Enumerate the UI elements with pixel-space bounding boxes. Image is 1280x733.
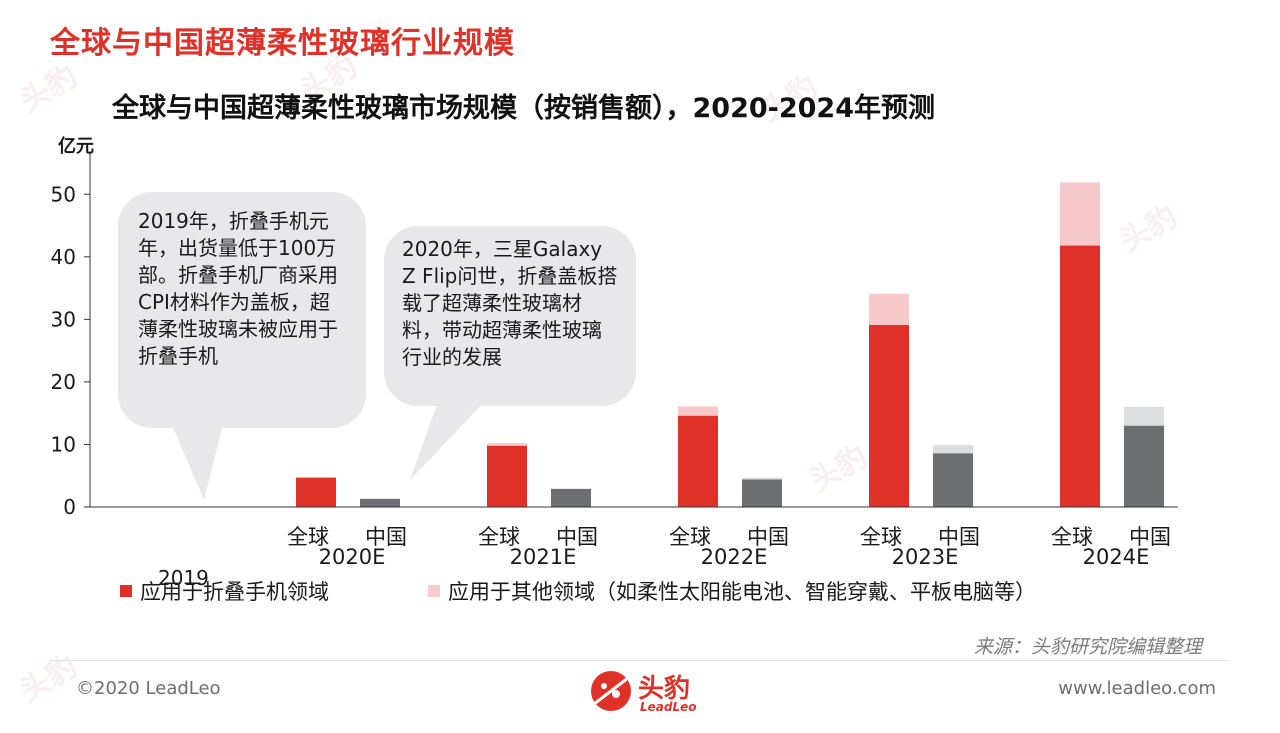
bar-china-other-2022E	[742, 477, 782, 480]
bar-global-core-2021E	[487, 445, 527, 507]
y-tick-label: 50	[51, 182, 76, 206]
legend-label-core: 应用于折叠手机领域	[140, 580, 329, 604]
x-sublabel-china: 中国	[1129, 525, 1171, 549]
annotation-bubble-2020: 2020年，三星Galaxy Z Flip问世，折叠盖板搭载了超薄柔性玻璃材料，…	[384, 226, 636, 406]
website-link[interactable]: www.leadleo.com	[1058, 678, 1216, 699]
bar-china-core-2020E	[360, 498, 400, 507]
legend-swatch-core	[120, 585, 132, 597]
page-title: 全球与中国超薄柔性玻璃行业规模	[50, 26, 515, 61]
x-group-label: 2021E	[510, 545, 577, 569]
x-group-label: 2022E	[701, 545, 768, 569]
leadleo-logo: 头豹 LeadLeo	[586, 664, 716, 718]
y-axis-unit: 亿元	[58, 136, 94, 157]
source-note: 来源：头豹研究院编辑整理	[973, 636, 1202, 658]
year-label-2019: 2019	[158, 566, 209, 590]
legend-label-other: 应用于其他领域（如柔性太阳能电池、智能穿戴、平板电脑等）	[448, 580, 1036, 604]
bar-china-other-2024E	[1124, 406, 1164, 426]
footer-divider	[50, 660, 1230, 661]
bar-global-core-2023E	[869, 324, 909, 507]
legend-item-core: 应用于折叠手机领域	[120, 576, 329, 606]
x-sublabel-china: 中国	[556, 525, 598, 549]
logo-subtitle: LeadLeo	[640, 700, 697, 714]
annotation-bubble-2019: 2019年，折叠手机元年，出货量低于100万部。折叠手机厂商采用CPI材料作为盖…	[118, 192, 366, 428]
bar-global-other-2022E	[678, 406, 718, 416]
bar-china-core-2022E	[742, 479, 782, 507]
x-sublabel-global: 全球	[860, 525, 902, 549]
y-tick-label: 40	[51, 245, 76, 269]
x-group-label: 2024E	[1083, 545, 1150, 569]
bar-global-core-2022E	[678, 415, 718, 507]
y-tick-label: 10	[51, 432, 76, 456]
bar-china-other-2023E	[933, 445, 973, 454]
bar-china-core-2024E	[1124, 425, 1164, 507]
bar-global-other-2024E	[1060, 182, 1100, 246]
x-group-label: 2020E	[319, 545, 386, 569]
legend-swatch-other	[428, 585, 440, 597]
x-sublabel-global: 全球	[287, 525, 329, 549]
leopard-icon	[591, 671, 631, 711]
bar-global-core-2020E	[296, 477, 336, 507]
bar-global-other-2023E	[869, 293, 909, 325]
y-tick-label: 20	[51, 370, 76, 394]
y-tick-label: 30	[51, 307, 76, 331]
bar-china-core-2021E	[551, 488, 591, 507]
x-group-label: 2023E	[892, 545, 959, 569]
y-tick-label: 0	[63, 495, 76, 519]
x-sublabel-china: 中国	[365, 525, 407, 549]
bar-global-core-2024E	[1060, 245, 1100, 507]
x-sublabel-global: 全球	[1051, 525, 1093, 549]
copyright: ©2020 LeadLeo	[76, 678, 221, 699]
chart-title: 全球与中国超薄柔性玻璃市场规模（按销售额），2020-2024年预测	[112, 93, 935, 124]
x-sublabel-china: 中国	[938, 525, 980, 549]
bar-china-core-2023E	[933, 453, 973, 507]
legend-item-other: 应用于其他领域（如柔性太阳能电池、智能穿戴、平板电脑等）	[428, 576, 1036, 606]
x-sublabel-global: 全球	[478, 525, 520, 549]
x-sublabel-global: 全球	[669, 525, 711, 549]
bar-global-other-2021E	[487, 443, 527, 446]
x-sublabel-china: 中国	[747, 525, 789, 549]
logo-name: 头豹	[638, 674, 691, 704]
